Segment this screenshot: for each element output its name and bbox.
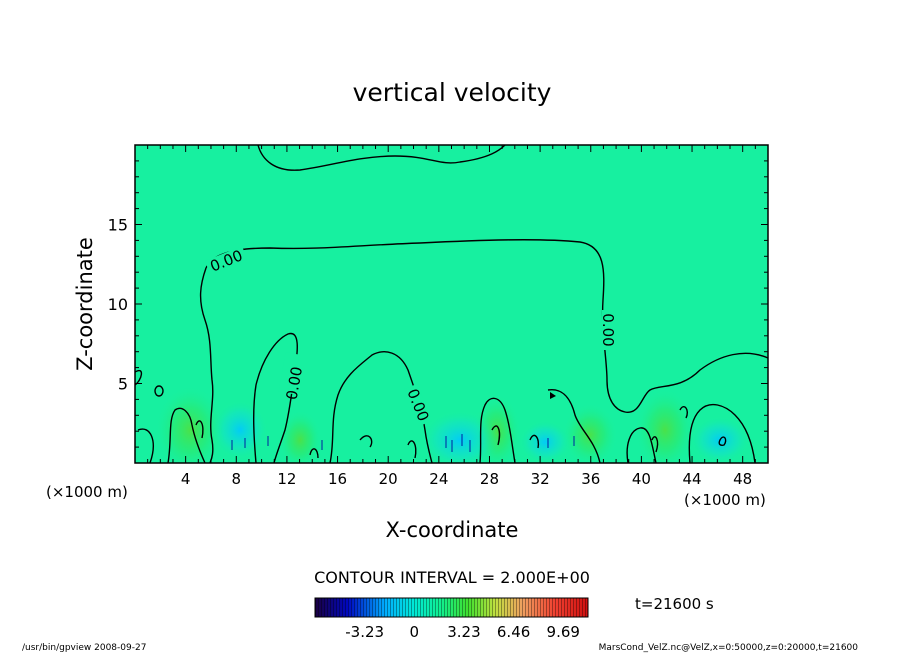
x-unit-right: (×1000 m) <box>684 491 766 509</box>
contour-label: 0.00 <box>599 313 617 346</box>
x-axis: 4 8 12 16 20 24 28 32 36 40 44 48 <box>147 145 756 488</box>
small-marker <box>550 392 556 399</box>
x-unit-left: (×1000 m) <box>46 483 128 501</box>
y-axis: 5 10 15 <box>108 160 768 448</box>
x-tick-label: 20 <box>379 470 398 488</box>
x-axis-label: X-coordinate <box>386 518 519 542</box>
updraft-shading <box>278 410 322 463</box>
x-tick-label: 36 <box>581 470 600 488</box>
downdraft-shading <box>212 400 268 460</box>
x-tick-label: 24 <box>429 470 448 488</box>
y-tick-label: 10 <box>108 295 128 314</box>
y-tick-label: 15 <box>108 216 128 235</box>
colorbar-frame <box>314 597 589 618</box>
y-tick-label: 5 <box>118 375 128 394</box>
x-tick-label: 12 <box>277 470 296 488</box>
x-tick-label: 48 <box>733 470 752 488</box>
downdraft-shading <box>519 420 571 463</box>
contour-label: 0.00 <box>283 365 307 401</box>
x-tick-label: 28 <box>480 470 499 488</box>
colorbar-tick-label: 9.69 <box>547 623 580 641</box>
colorbar-stripes <box>315 598 588 617</box>
updraft-shading <box>562 403 618 463</box>
time-label: t=21600 s <box>635 595 714 613</box>
colorbar-tick-label: -3.23 <box>345 623 384 641</box>
contour-interval: CONTOUR INTERVAL = 2.000E+00 <box>314 568 590 587</box>
x-tick-label: 40 <box>632 470 651 488</box>
x-tick-label: 44 <box>682 470 701 488</box>
negative-speckles <box>231 434 575 452</box>
x-tick-label: 8 <box>232 470 242 488</box>
y-axis-label: Z-coordinate <box>73 237 97 371</box>
updraft-shading <box>155 385 225 463</box>
x-tick-label: 16 <box>328 470 347 488</box>
chart-title: vertical velocity <box>353 78 552 107</box>
colorbar-tick-label: 3.23 <box>447 623 480 641</box>
x-tick-label: 4 <box>181 470 191 488</box>
plot-area: 0.00 0.00 0.00 0.00 <box>135 145 768 463</box>
colorbar-tick-label: 6.46 <box>497 623 530 641</box>
updraft-shading <box>635 388 695 463</box>
footer-right: MarsCond_VelZ.nc@VelZ,x=0:50000,z=0:2000… <box>599 643 859 653</box>
footer-left: /usr/bin/gpview 2008-09-27 <box>22 643 146 653</box>
colorbar: -3.23 0 3.23 6.46 9.69 <box>314 597 589 641</box>
colorbar-tick-label: 0 <box>410 623 420 641</box>
zero-contours <box>135 145 768 463</box>
x-tick-label: 32 <box>531 470 550 488</box>
